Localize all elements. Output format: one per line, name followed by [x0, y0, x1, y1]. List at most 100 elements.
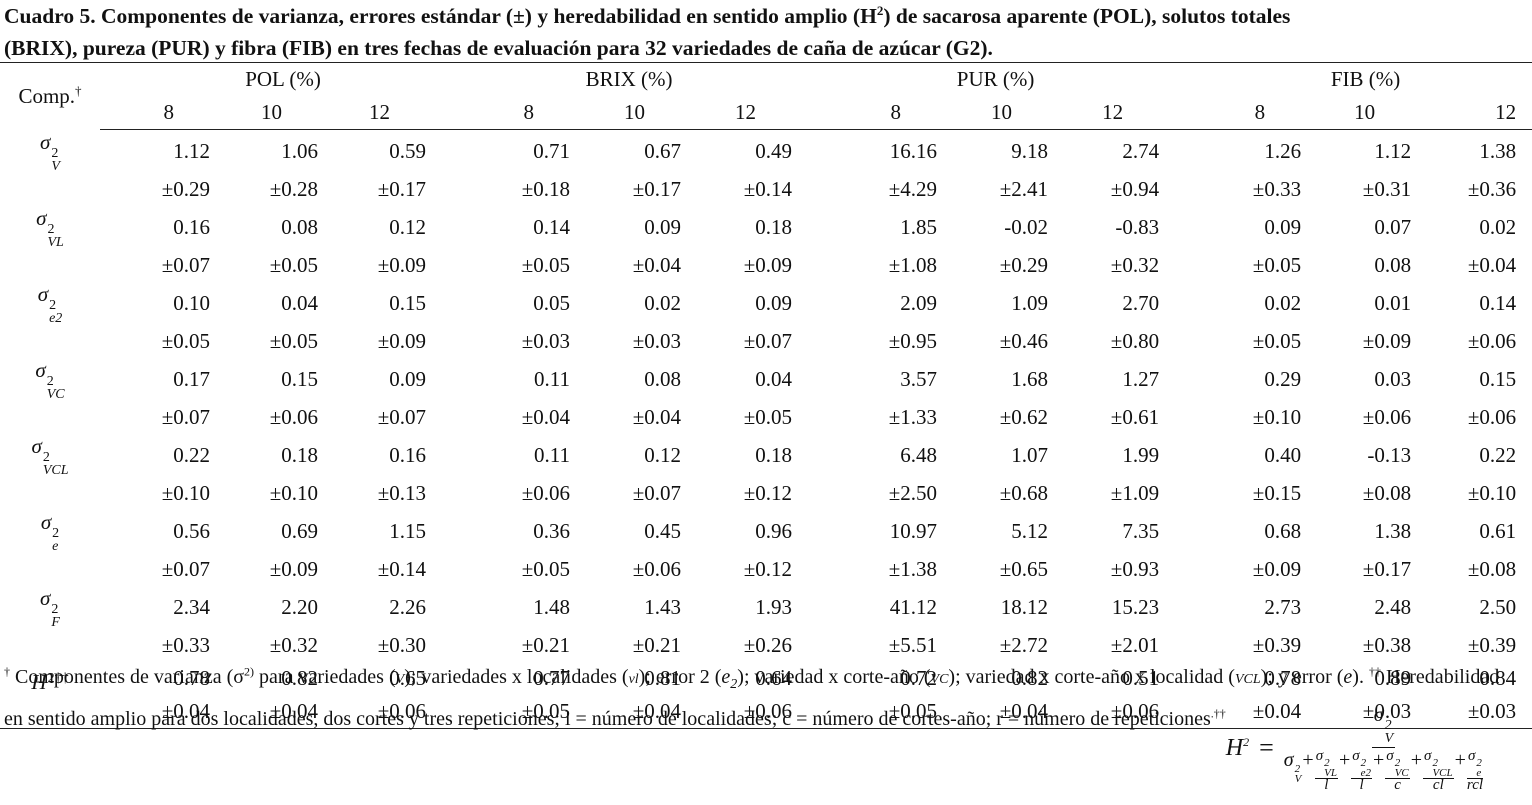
- value-cell: -0.02: [1004, 214, 1049, 239]
- error-cell: ±0.28: [269, 176, 318, 201]
- formula-term: σ 2 VC c: [1385, 748, 1410, 793]
- math-sub: VCL: [42, 462, 69, 478]
- value-cell: 0.03: [1374, 366, 1412, 391]
- value-cell: 0.14: [1479, 290, 1517, 315]
- error-row: ±0.07 ±0.09 ±0.14 ±0.05 ±0.06 ±0.12 ±1.38 ±0.65…: [0, 553, 1532, 586]
- value-cell: 0.12: [389, 214, 427, 239]
- header-row: Comp.† POL (%) BRIX (%) PUR (%) FIB (%): [0, 63, 1532, 109]
- error-cell: ±0.12: [743, 480, 793, 505]
- math-sup: 2: [51, 601, 59, 617]
- error-cell: ±0.04: [269, 698, 318, 723]
- value-cell: 2.73: [1264, 594, 1302, 619]
- footnote-text: ); error 2 (: [638, 666, 722, 688]
- date-header: 8: [792, 95, 938, 130]
- error-cell: ±0.62: [999, 404, 1049, 429]
- value-row: σ 2 V 1.12 1.06 0.59 0.71 0.67 0.49 16.16 9.18 2.74…: [0, 130, 1532, 174]
- error-cell: ±0.80: [1110, 328, 1160, 353]
- footnote-text: Heredabilidad en sentido amplio para dos…: [4, 666, 1500, 730]
- value-cell: 0.02: [1479, 214, 1517, 239]
- error-cell: ±0.17: [377, 176, 427, 201]
- date-header: 12: [1048, 95, 1160, 130]
- value-cell: 0.65: [389, 665, 427, 690]
- math-sup: 2: [47, 221, 55, 237]
- value-cell: 9.18: [1011, 138, 1049, 163]
- error-cell: ±0.06: [1110, 698, 1160, 723]
- math-sub: VCL: [1432, 767, 1453, 779]
- footnote-sub: 2: [730, 677, 738, 692]
- value-cell: 1.12: [1374, 138, 1412, 163]
- error-row: ±0.05 ±0.05 ±0.09 ±0.03 ±0.03 ±0.07 ±0.95 ±0.46…: [0, 325, 1532, 358]
- error-cell: ±0.05: [888, 698, 938, 723]
- footnote-symbol: VCL: [1234, 672, 1261, 687]
- value-cell: 5.12: [1011, 518, 1049, 543]
- error-cell: ±0.05: [269, 252, 318, 277]
- math-sub: V: [1384, 731, 1394, 746]
- error-cell: ±0.09: [1362, 328, 1412, 353]
- value-cell: 0.16: [173, 214, 210, 239]
- error-cell: ±0.68: [999, 480, 1049, 505]
- formula-term: σ 2 VCL cl: [1423, 749, 1454, 793]
- error-row: ±0.33 ±0.32 ±0.30 ±0.21 ±0.21 ±0.26 ±5.51 ±2.72…: [0, 629, 1532, 662]
- error-cell: ±2.01: [1110, 632, 1160, 657]
- math-sup: 2: [1360, 757, 1367, 769]
- math-symbol: σ: [31, 433, 42, 458]
- value-cell: 1.38: [1479, 138, 1517, 163]
- error-row: ±0.07 ±0.05 ±0.09 ±0.05 ±0.04 ±0.09 ±1.08 ±0.29…: [0, 249, 1532, 282]
- math-scripts: 2††: [48, 671, 69, 685]
- error-cell: ±1.08: [888, 252, 938, 277]
- value-cell: 10.97: [889, 518, 938, 543]
- footnote-text: Componentes de varianza (σ: [10, 666, 245, 688]
- error-cell: ±0.06: [743, 698, 793, 723]
- error-cell: ±2.50: [888, 480, 938, 505]
- footnote-mark: ††: [1368, 664, 1381, 679]
- error-cell: ±0.13: [377, 480, 427, 505]
- term-numerator: σ 2 VC: [1385, 748, 1410, 779]
- value-cell: 0.16: [389, 442, 427, 467]
- math-sub: e2: [49, 310, 63, 326]
- error-cell: ±0.06: [1467, 404, 1517, 429]
- term-divisor: l: [1324, 777, 1329, 793]
- value-row: σ 2 e2 0.10 0.04 0.15 0.05 0.02 0.09 2.09 1.09 2.70…: [0, 282, 1532, 326]
- row-label: H 2††: [0, 662, 100, 695]
- value-row: σ 2 F 2.34 2.20 2.26 1.48 1.43 1.93 41.12 18.12 15.…: [0, 586, 1532, 630]
- error-cell: ±0.38: [1362, 632, 1412, 657]
- footnote-text: ); variedad x corte-año (: [737, 666, 931, 688]
- value-cell: 0.22: [173, 442, 210, 467]
- error-cell: ±0.09: [377, 252, 427, 277]
- value-cell: 2.26: [389, 594, 427, 619]
- caption: Cuadro 5. Componentes de varianza, error…: [4, 0, 1290, 64]
- math-symbol: σ: [35, 357, 46, 382]
- value-cell: 1.07: [1011, 442, 1049, 467]
- error-cell: ±0.07: [377, 404, 427, 429]
- formula-plus: +: [1410, 749, 1423, 771]
- footnote-symbol: vl: [628, 672, 639, 687]
- math-sup: 2: [1324, 757, 1330, 769]
- error-cell: ±0.04: [632, 698, 682, 723]
- value-cell: 0.56: [173, 518, 210, 543]
- value-cell: 0.81: [644, 665, 682, 690]
- footnote-text: ); variedad x corte-año x localidad (: [948, 666, 1235, 688]
- formula-plus: +: [1302, 749, 1314, 771]
- value-cell: 0.78: [1264, 665, 1302, 690]
- error-cell: ±0.06: [1467, 328, 1517, 353]
- table-header: Comp.† POL (%) BRIX (%) PUR (%) FIB (%) 8 10 1…: [0, 63, 1532, 130]
- math-sub: VL: [1324, 767, 1337, 779]
- math-symbol: σ: [1386, 748, 1394, 764]
- value-cell: 0.07: [1374, 214, 1412, 239]
- value-cell: 2.50: [1479, 594, 1517, 619]
- value-cell: 0.08: [281, 214, 318, 239]
- error-cell: ±0.07: [161, 556, 210, 581]
- value-cell: 3.57: [900, 366, 938, 391]
- error-cell: ±0.31: [1362, 176, 1412, 201]
- math-sup: 2: [52, 525, 60, 541]
- error-cell: ±0.26: [743, 632, 793, 657]
- footnote-mark: ††: [1213, 706, 1226, 721]
- date-header: 10: [570, 95, 682, 130]
- value-cell: 0.96: [755, 518, 793, 543]
- error-cell: ±0.32: [269, 632, 318, 657]
- error-cell: ±0.08: [1362, 480, 1412, 505]
- group-header: POL (%): [245, 66, 321, 91]
